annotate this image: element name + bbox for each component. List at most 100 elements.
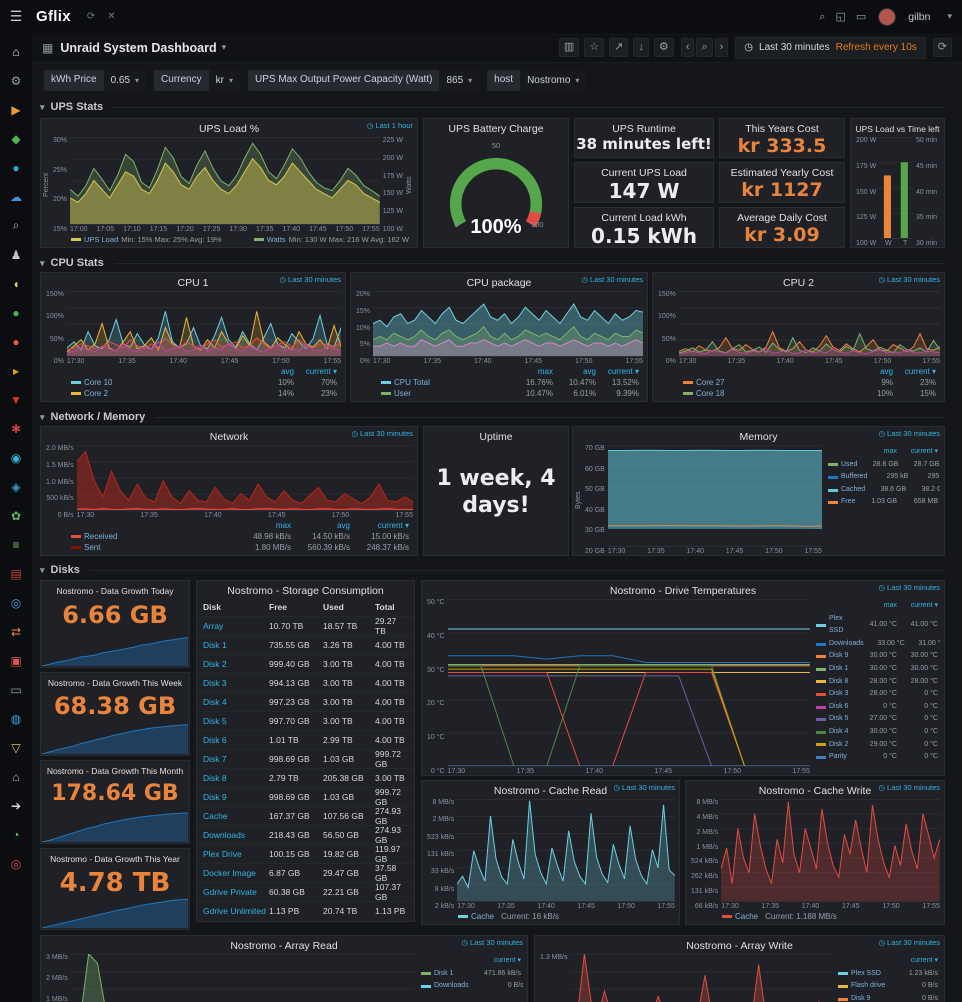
panel-title[interactable]: Nostromo - Drive Temperatures: [609, 585, 757, 597]
panel-title[interactable]: Nostromo - Data Growth This Month: [46, 766, 184, 776]
table-row[interactable]: Cache 167.37 GB 107.56 GB 274.93 GB: [197, 806, 414, 826]
legend-item[interactable]: Watts Min: 130 W Max: 216 W Avg: 162 W: [253, 235, 409, 244]
search-icon[interactable]: ⌕: [819, 10, 826, 23]
table-row[interactable]: Disk 3 994.13 GB 3.00 TB 4.00 TB: [197, 673, 414, 692]
panel-title[interactable]: CPU package: [466, 277, 532, 289]
legend-row[interactable]: Core 27 9% 23%: [683, 377, 936, 388]
legend-row[interactable]: Flash drive 0 B/s: [838, 980, 938, 993]
panel-title[interactable]: UPS Load vs Time left: [855, 124, 940, 134]
legend-row[interactable]: Plex SSD 41.00 °C 41.00 °C: [816, 613, 938, 638]
legend-row[interactable]: Disk 3 28.00 °C 0 °C: [816, 688, 938, 701]
panel-title[interactable]: Nostromo - Array Read: [230, 940, 338, 952]
variable-dropdown[interactable]: host Nostromo ▾: [487, 70, 587, 91]
green-circle-app-icon[interactable]: ●: [12, 305, 20, 320]
table-row[interactable]: Disk 7 998.69 GB 1.03 GB 999.72 GB: [197, 749, 414, 769]
panel-title[interactable]: Nostromo - Data Growth Today: [56, 586, 174, 596]
table-row[interactable]: Disk 9 998.69 GB 1.03 GB 999.72 GB: [197, 787, 414, 807]
asterisk-app-icon[interactable]: ✱: [10, 421, 22, 436]
panel-title[interactable]: CPU 1: [177, 277, 209, 289]
table-row[interactable]: Disk 2 999.40 GB 3.00 TB 4.00 TB: [197, 654, 414, 673]
table-header[interactable]: Disk Free Used Total: [203, 601, 395, 612]
settings-gear-icon[interactable]: ⚙: [653, 38, 674, 57]
building-app-icon[interactable]: ⌂: [12, 769, 20, 784]
legend-item[interactable]: UPS Load Min: 15% Max: 25% Avg: 19%: [71, 235, 222, 244]
legend-row[interactable]: Cache Current: 1.188 MB/s: [722, 911, 936, 922]
github-app-icon[interactable]: ◔: [12, 827, 20, 842]
panel-title[interactable]: Nostromo - Cache Read: [493, 785, 608, 797]
battery-gauge[interactable]: 0 50 100 100%: [424, 135, 568, 247]
legend-row[interactable]: Received 48.98 kB/s 14.50 kB/s 15.00 kB/s: [71, 531, 409, 542]
save-icon[interactable]: ↓: [633, 38, 649, 57]
sub-app-icon[interactable]: ▽: [11, 740, 21, 755]
table-row[interactable]: Disk 8 2.79 TB 205.38 GB 3.00 TB: [197, 768, 414, 787]
user-menu[interactable]: gilbn: [908, 10, 931, 23]
legend-row[interactable]: Core 10 10% 70%: [71, 377, 337, 388]
legend-row[interactable]: Disk 5 27.00 °C 0 °C: [816, 713, 938, 726]
lazy-app-icon[interactable]: ▭: [10, 682, 22, 697]
panel-title[interactable]: This Years Cost: [745, 123, 819, 135]
share-icon[interactable]: ↗: [609, 38, 629, 57]
panel-title[interactable]: Estimated Yearly Cost: [730, 167, 834, 179]
table-row[interactable]: Disk 6 1.01 TB 2.99 TB 4.00 TB: [197, 730, 414, 749]
legend-row[interactable]: Plex SSD 1.23 kB/s: [838, 968, 938, 981]
legend-row[interactable]: Disk 9 30.00 °C 30.00 °C: [816, 650, 938, 663]
home-icon[interactable]: ⌂: [12, 44, 20, 59]
section-disks[interactable]: ▾ Disks: [40, 563, 945, 577]
fullscreen-icon[interactable]: ◱: [835, 10, 846, 23]
zoom-out-icon[interactable]: ⌕: [696, 38, 713, 57]
cpu1-chart[interactable]: [66, 291, 341, 357]
table-row[interactable]: Gdrive Private 60.38 GB 22.21 GB 107.37 …: [197, 882, 414, 902]
panel-title[interactable]: UPS Battery Charge: [448, 123, 544, 135]
table-row[interactable]: Docker Image 6.87 GB 29.47 GB 37.58 GB: [197, 863, 414, 883]
teal-circle-app-icon[interactable]: ●: [12, 160, 20, 175]
section-network-memory[interactable]: ▾ Network / Memory: [40, 410, 945, 424]
ups-bars-chart[interactable]: [879, 137, 913, 239]
app-title[interactable]: Gflix: [36, 8, 71, 25]
table-row[interactable]: Array 10.70 TB 18.57 TB 29.27 TB: [197, 616, 414, 636]
panel-title[interactable]: Nostromo - Data Growth This Week: [47, 678, 183, 688]
logout-icon[interactable]: ➔: [10, 798, 22, 813]
panel-title[interactable]: Current Load kWh: [601, 212, 687, 224]
panel-title[interactable]: Nostromo - Cache Write: [758, 785, 872, 797]
legend-row[interactable]: Core 2 14% 23%: [71, 388, 337, 399]
panel-title[interactable]: Memory: [739, 431, 778, 443]
variable-dropdown[interactable]: UPS Max Output Power Capacity (Watt) 865…: [247, 70, 480, 91]
legend-row[interactable]: Free 1.03 GB 658 MB: [828, 496, 938, 509]
legend-row[interactable]: Parity 0 °C 0 °C: [816, 751, 938, 764]
variable-dropdown[interactable]: kWh Price 0.65 ▾: [44, 70, 147, 91]
drive-temps-chart[interactable]: [447, 599, 810, 767]
shield-app-icon[interactable]: ▼: [10, 392, 22, 407]
eye-app-icon[interactable]: ◉: [10, 450, 22, 465]
target-app-icon[interactable]: ◎: [10, 856, 22, 871]
legend-row[interactable]: Core 18 10% 15%: [683, 388, 936, 399]
table-row[interactable]: Disk 1 735.55 GB 3.26 TB 4.00 TB: [197, 635, 414, 654]
leaf-app-icon[interactable]: ✿: [10, 508, 22, 523]
play-app-icon[interactable]: ▶: [11, 102, 21, 117]
legend-row[interactable]: Sent 1.80 MB/s 560.39 kB/s 248.37 kB/s: [71, 542, 409, 553]
table-row[interactable]: Plex Drive 100.15 GB 19.82 GB 119.97 GB: [197, 844, 414, 864]
dashboard-title[interactable]: Unraid System Dashboard: [60, 40, 217, 55]
panel-title[interactable]: UPS Runtime: [612, 123, 676, 135]
camera-app-icon[interactable]: ◎: [10, 595, 22, 610]
legend-row[interactable]: Disk 4 30.00 °C 0 °C: [816, 726, 938, 739]
time-picker[interactable]: ◷ Last 30 minutes Refresh every 10s: [735, 36, 926, 59]
table-row[interactable]: Downloads 218.43 GB 56.50 GB 274.93 GB: [197, 825, 414, 845]
cpu-package-chart[interactable]: [373, 291, 643, 357]
table-row[interactable]: Disk 4 997.23 GB 3.00 TB 4.00 TB: [197, 692, 414, 711]
time-forward-icon[interactable]: ›: [714, 38, 729, 57]
close-icon[interactable]: ✕: [107, 11, 116, 22]
cpu2-chart[interactable]: [678, 291, 940, 357]
user-avatar[interactable]: [878, 7, 897, 26]
memory-chart[interactable]: [607, 445, 822, 547]
section-ups-stats[interactable]: ▾ UPS Stats: [40, 100, 945, 114]
diamond-app-icon[interactable]: ◆: [11, 131, 21, 146]
table-row[interactable]: Gdrive Unlimited 1.13 PB 20.74 TB 1.13 P…: [197, 901, 414, 920]
panel-title[interactable]: CPU 2: [783, 277, 814, 289]
panel-title[interactable]: Nostromo - Data Growth This Year: [50, 854, 180, 864]
cache-read-chart[interactable]: [457, 799, 675, 902]
legend-row[interactable]: Disk 8 28.00 °C 28.00 °C: [816, 676, 938, 689]
legend-row[interactable]: Used 28.8 GB 28.7 GB: [828, 459, 939, 472]
